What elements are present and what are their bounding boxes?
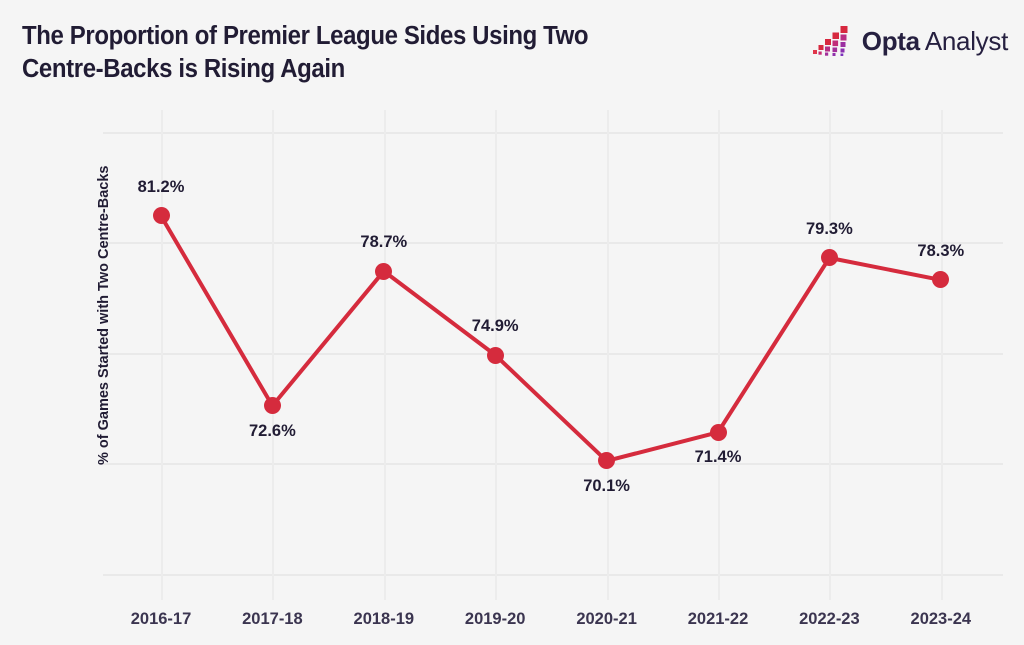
- gridline-vertical: [383, 110, 386, 600]
- data-point-label: 79.3%: [805, 219, 853, 238]
- opta-staircase-icon: [812, 26, 848, 56]
- data-point-marker[interactable]: [709, 423, 727, 441]
- data-point-marker[interactable]: [820, 249, 838, 267]
- data-point-marker[interactable]: [263, 397, 281, 415]
- data-point-marker[interactable]: [375, 262, 393, 280]
- data-point-label: 71.4%: [694, 448, 742, 467]
- gridline-vertical: [940, 110, 943, 600]
- x-axis-tick-label: 2017-18: [242, 610, 303, 628]
- data-point-label: 78.3%: [917, 241, 965, 260]
- gridline-horizontal: [103, 573, 1003, 576]
- opta-analyst-logo: Opta Analyst: [812, 24, 1009, 58]
- gridline-vertical: [718, 110, 720, 600]
- gridline-vertical: [272, 110, 275, 600]
- logo-wordmark: Opta Analyst: [861, 26, 1009, 56]
- data-point-label: 72.6%: [248, 421, 296, 440]
- data-point-marker[interactable]: [598, 452, 616, 470]
- series-line: [159, 213, 943, 463]
- page-title: The Proportion of Premier League Sides U…: [22, 22, 589, 83]
- x-axis-tick-label: 2019-20: [464, 610, 526, 628]
- gridline-horizontal: [103, 132, 1003, 135]
- gridline-vertical: [606, 110, 609, 600]
- logo-analyst-text: Analyst: [924, 26, 1008, 56]
- gridline-horizontal: [103, 463, 1003, 466]
- chart-header: The Proportion of Premier League Sides U…: [0, 0, 1024, 95]
- logo-opta-text: Opta: [861, 26, 920, 56]
- x-axis-tick-label: 2020-21: [576, 610, 637, 628]
- data-point-label: 81.2%: [137, 177, 185, 196]
- gridline-vertical: [161, 110, 163, 600]
- data-point-marker[interactable]: [152, 207, 170, 225]
- data-point-label: 74.9%: [471, 317, 519, 335]
- x-axis-tick-label: 2022-23: [799, 610, 860, 628]
- data-point-label: 78.7%: [360, 233, 408, 252]
- data-point-marker[interactable]: [486, 346, 504, 364]
- x-axis-tick-label: 2021-22: [687, 610, 749, 628]
- gridline-horizontal: [103, 352, 1003, 355]
- x-axis-tick-label: 2023-24: [910, 610, 972, 628]
- data-point-label: 70.1%: [583, 476, 630, 495]
- gridline-horizontal: [103, 242, 1003, 245]
- x-axis-tick-label: 2018-19: [353, 610, 415, 628]
- plot-area: 65%70%75%80%85% 2016-172017-182018-19201…: [96, 110, 1003, 628]
- x-axis-tick-label: 2016-17: [130, 610, 192, 628]
- gridline-vertical: [829, 110, 832, 600]
- data-point-marker[interactable]: [932, 271, 950, 289]
